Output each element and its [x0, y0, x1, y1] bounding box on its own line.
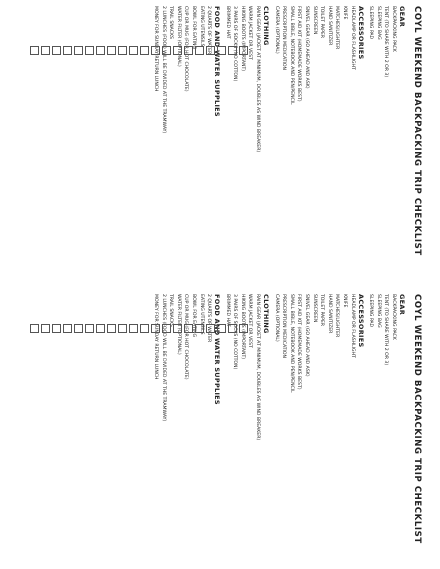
checkbox[interactable]	[30, 324, 39, 333]
checkbox[interactable]	[140, 46, 149, 55]
checklist-title: COYL WEEKEND BACKPACKING TRIP CHECKLIST	[412, 294, 422, 544]
list-item: TENT (TO SHARE WITH 2 OR 3)	[383, 294, 389, 366]
checkbox[interactable]	[140, 324, 149, 333]
checkbox[interactable]	[173, 46, 182, 55]
checkbox[interactable]	[173, 324, 182, 333]
checkbox[interactable]	[41, 46, 50, 55]
checkbox[interactable]	[63, 46, 72, 55]
checkbox[interactable]	[228, 324, 237, 333]
list-item: TOILET PAPER	[319, 294, 325, 326]
checkbox[interactable]	[129, 324, 138, 333]
list-item: SLEEPING BAG	[375, 294, 381, 328]
checkbox[interactable]	[239, 324, 248, 333]
checkbox[interactable]	[74, 46, 83, 55]
list-item: SLEEPING PAD	[368, 294, 374, 328]
list-item: KNIFE	[342, 294, 348, 308]
checkbox[interactable]	[239, 46, 248, 55]
checkbox[interactable]	[52, 46, 61, 55]
checkbox[interactable]	[118, 46, 127, 55]
checkbox-strip-top	[30, 40, 270, 59]
checkbox[interactable]	[85, 324, 94, 333]
checkbox[interactable]	[129, 46, 138, 55]
checkbox[interactable]	[195, 324, 204, 333]
checkbox[interactable]	[118, 324, 127, 333]
list-item: HAND SANITIZER	[326, 294, 332, 334]
list-item: BACKPACKING PACK	[391, 294, 396, 340]
checkbox[interactable]	[162, 46, 171, 55]
checkbox[interactable]	[41, 324, 50, 333]
checkbox[interactable]	[228, 46, 237, 55]
list-item: SMALL BIBLE, NOTEBOOK AND PEN/PENCIL	[288, 294, 294, 393]
checkbox[interactable]	[74, 324, 83, 333]
checkbox[interactable]	[52, 324, 61, 333]
checkbox[interactable]	[162, 324, 171, 333]
list-item: MATCHES/LIGHTER	[334, 294, 340, 338]
checkbox[interactable]	[206, 324, 215, 333]
list-item: SNIVEL GEAR (GO AHEAD AND ASK)	[304, 294, 310, 377]
checkbox[interactable]	[217, 46, 226, 55]
checkbox[interactable]	[217, 324, 226, 333]
checkbox[interactable]	[184, 46, 193, 55]
list-item: CAMERA (OPTIONAL)	[273, 294, 279, 342]
checkbox[interactable]	[96, 46, 105, 55]
checkbox[interactable]	[184, 324, 193, 333]
checkbox[interactable]	[107, 324, 116, 333]
section-heading-gear: GEAR	[398, 294, 406, 316]
list-item: PRESCRIPTION MEDICATION	[281, 294, 287, 358]
checkbox[interactable]	[151, 324, 160, 333]
checkbox[interactable]	[63, 324, 72, 333]
list-item: HEADLAMP OR FLASHLIGHT	[349, 294, 355, 358]
checkbox[interactable]	[206, 46, 215, 55]
checkbox[interactable]	[107, 46, 116, 55]
checkbox[interactable]	[96, 324, 105, 333]
list-item: FIRST AID KIT (HOMEMADE WORKS BEST)	[296, 294, 302, 390]
section-heading-accessories: ACCESSORIES	[356, 294, 365, 348]
checkbox[interactable]	[30, 46, 39, 55]
checkbox[interactable]	[85, 46, 94, 55]
checkbox[interactable]	[151, 46, 160, 55]
checkbox[interactable]	[195, 46, 204, 55]
checkbox-strip-bottom	[30, 318, 270, 337]
list-item: SUNSCREEN	[311, 294, 317, 323]
